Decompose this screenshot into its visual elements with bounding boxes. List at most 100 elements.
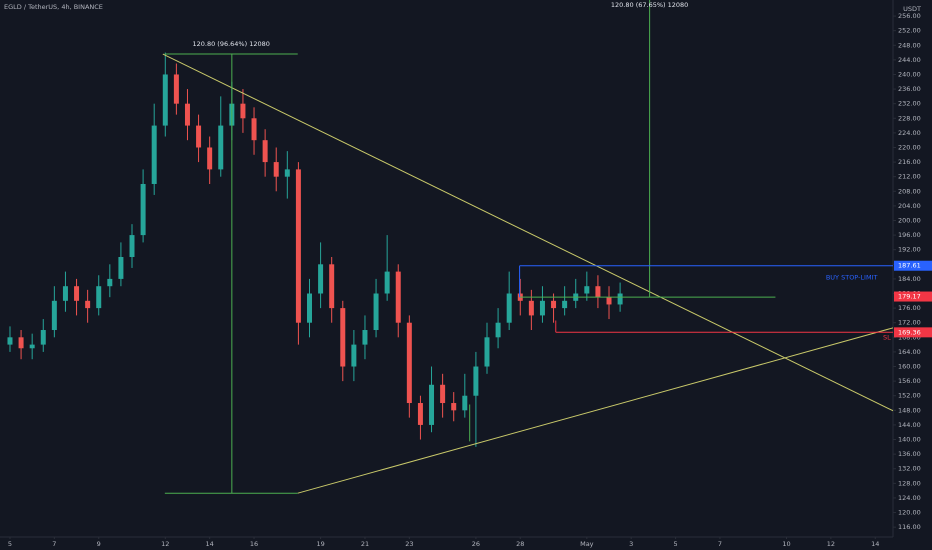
- y-tick-label: 152.00: [898, 392, 921, 400]
- candle-body: [584, 286, 590, 294]
- candle-body: [240, 103, 246, 119]
- candle-body: [140, 183, 146, 236]
- x-tick-label: 3: [629, 540, 633, 548]
- x-tick-label: 26: [472, 540, 480, 548]
- candle-body: [173, 74, 179, 104]
- x-tick-label: 23: [405, 540, 413, 548]
- candle-body: [484, 337, 490, 367]
- x-tick-label: 16: [250, 540, 258, 548]
- y-tick-label: 148.00: [898, 406, 921, 414]
- candle-body: [196, 125, 202, 148]
- candle-body: [85, 300, 91, 309]
- x-tick-label: 9: [97, 540, 101, 548]
- plot: 120.80 (96.64%) 12080 120.80 (67.65%) 120…: [7, 0, 893, 494]
- y-tick-label: 240.00: [898, 70, 921, 78]
- candle-body: [528, 300, 534, 316]
- x-tick-label: 5: [674, 540, 678, 548]
- y-tick-label: 140.00: [898, 436, 921, 444]
- drawing-line: [162, 53, 893, 412]
- candle-body: [395, 271, 401, 323]
- candle-body: [295, 169, 301, 323]
- candle-body: [207, 147, 213, 170]
- x-tick-label: 19: [316, 540, 324, 548]
- y-tick-label: 216.00: [898, 158, 921, 166]
- candle-body: [62, 286, 68, 301]
- candle-body: [417, 403, 423, 425]
- candle-body: [462, 395, 468, 411]
- x-tick-label: 14: [871, 540, 879, 548]
- axes: 116.00 120.00 124.00 128.00 132.00 136.00 140.…: [8, 12, 932, 548]
- candle-body: [51, 300, 57, 331]
- annotation: 120.80 (67.65%) 12080: [611, 1, 688, 9]
- chart-title: EGLD / TetherUS, 4h, BINANCE: [4, 3, 103, 11]
- candle-body: [40, 330, 46, 345]
- candle-body: [7, 337, 13, 345]
- candle-body: [18, 337, 24, 349]
- candle-body: [562, 300, 568, 309]
- candle-body: [617, 293, 623, 305]
- price-label: 179.17: [898, 293, 921, 301]
- candle-body: [551, 300, 557, 309]
- currency: USDT: [903, 5, 921, 13]
- candle-body: [318, 264, 324, 294]
- candle-body: [473, 366, 479, 396]
- candle-body: [273, 162, 279, 177]
- y-tick-label: 228.00: [898, 114, 921, 122]
- y-tick-label: 172.00: [898, 319, 921, 327]
- y-tick-label: 256.00: [898, 12, 921, 20]
- candle-body: [384, 271, 390, 294]
- y-tick-label: 144.00: [898, 421, 921, 429]
- y-tick-label: 244.00: [898, 56, 921, 64]
- candle-body: [362, 330, 368, 345]
- candle-body: [329, 264, 335, 309]
- x-tick-label: 14: [206, 540, 214, 548]
- y-tick-label: 136.00: [898, 450, 921, 458]
- y-tick-label: 132.00: [898, 465, 921, 473]
- x-tick-label: 7: [52, 540, 56, 548]
- y-tick-label: 252.00: [898, 27, 921, 35]
- x-tick-label: 12: [827, 540, 835, 548]
- candle-body: [606, 297, 612, 305]
- y-tick-label: 232.00: [898, 100, 921, 108]
- candle-body: [539, 300, 545, 316]
- candle-body: [74, 286, 80, 301]
- candle-body: [151, 125, 157, 184]
- annotation: 120.80 (96.64%) 12080: [192, 40, 269, 48]
- x-tick-label: 28: [516, 540, 524, 548]
- candle-body: [440, 384, 446, 404]
- y-tick-label: 204.00: [898, 202, 921, 210]
- y-tick-label: 184.00: [898, 275, 921, 283]
- drawing-line: [297, 327, 893, 494]
- price-label: 187.61: [898, 262, 921, 270]
- price-label-box: [894, 327, 932, 338]
- candle-body: [262, 140, 268, 163]
- y-tick-label: 124.00: [898, 494, 921, 502]
- price-label-box: [894, 291, 932, 302]
- y-tick-label: 212.00: [898, 173, 921, 181]
- y-tick-label: 224.00: [898, 129, 921, 137]
- candle-body: [406, 322, 412, 404]
- x-tick-label: 21: [361, 540, 369, 548]
- candle-body: [307, 293, 312, 323]
- x-tick-label: 5: [8, 540, 12, 548]
- candle-body: [107, 278, 113, 287]
- x-tick-label: 10: [782, 540, 790, 548]
- candle-body: [495, 322, 501, 338]
- candle-body: [218, 125, 224, 170]
- candle-body: [96, 286, 102, 309]
- y-tick-label: 196.00: [898, 231, 921, 239]
- y-tick-label: 236.00: [898, 85, 921, 93]
- candle-body: [340, 308, 346, 367]
- y-tick-label: 176.00: [898, 304, 921, 312]
- y-tick-label: 120.00: [898, 509, 921, 517]
- y-tick-label: 200.00: [898, 216, 921, 224]
- y-tick-label: 160.00: [898, 363, 921, 371]
- price-label: 169.36: [898, 328, 921, 336]
- x-tick-label: 12: [161, 540, 169, 548]
- annotation: BUY STOP-LIMIT: [826, 273, 878, 281]
- candle-body: [184, 103, 190, 126]
- y-tick-label: 156.00: [898, 377, 921, 385]
- candle-body: [595, 286, 601, 298]
